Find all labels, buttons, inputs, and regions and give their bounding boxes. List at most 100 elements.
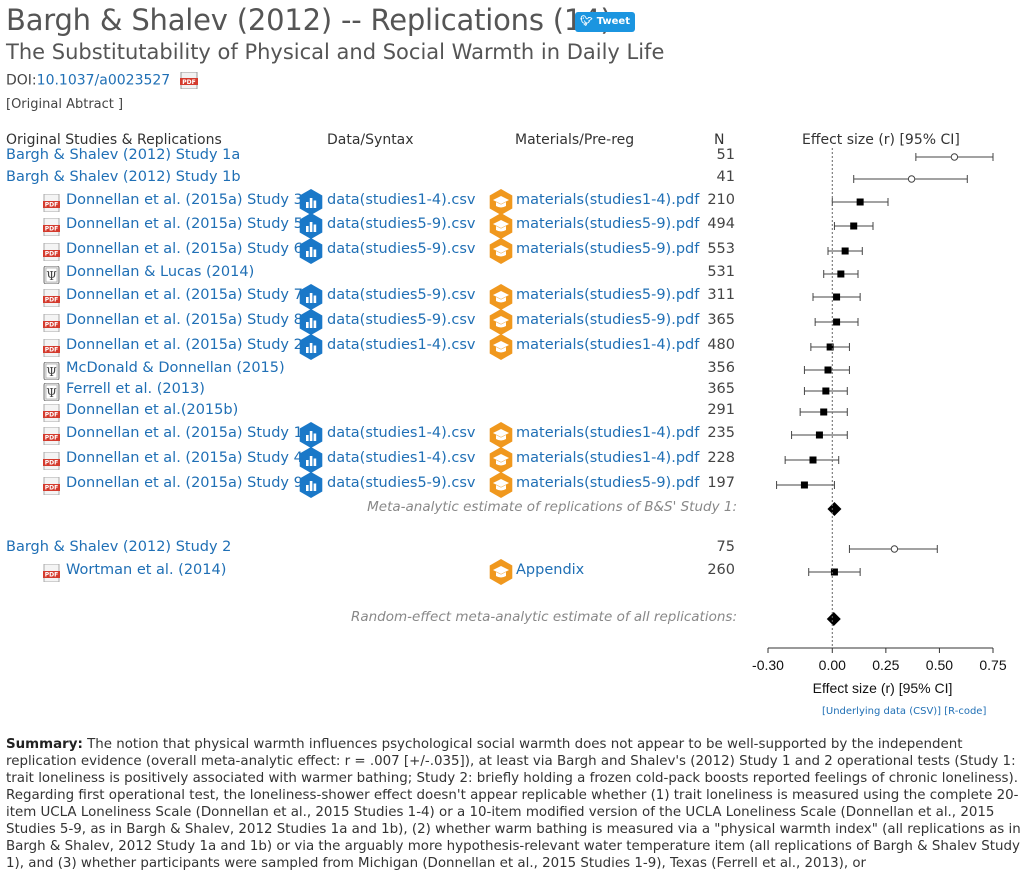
materials-icon[interactable]: [488, 422, 514, 448]
meta-analysis-label: Meta-analytic estimate of replications o…: [367, 499, 737, 515]
x-axis-label: Effect size (r) [95% CI]: [813, 680, 953, 696]
pdf-icon[interactable]: PDF: [43, 218, 60, 236]
replication-effect-point: [824, 366, 832, 374]
pdf-icon[interactable]: PDF: [43, 564, 60, 582]
pdf-icon[interactable]: PDF: [43, 427, 60, 445]
x-tick-label: 0.00: [819, 657, 846, 673]
data-file-link[interactable]: data(studies5-9).csv: [327, 475, 476, 491]
doi-link[interactable]: 10.1037/a0023527: [36, 72, 171, 89]
materials-icon[interactable]: [488, 189, 514, 215]
data-file-icon[interactable]: [298, 189, 324, 215]
data-file-link[interactable]: data(studies5-9).csv: [327, 287, 476, 303]
replication-study-link[interactable]: Donnellan & Lucas (2014): [66, 264, 255, 280]
materials-link[interactable]: materials(studies5-9).pdf: [516, 216, 700, 232]
sample-size: 291: [707, 402, 735, 418]
materials-link[interactable]: materials(studies5-9).pdf: [516, 475, 700, 491]
data-file-link[interactable]: data(studies5-9).csv: [327, 312, 476, 328]
svg-text:PDF: PDF: [45, 460, 58, 467]
materials-icon[interactable]: [488, 472, 514, 498]
data-file-link[interactable]: data(studies5-9).csv: [327, 216, 476, 232]
data-file-link[interactable]: data(studies1-4).csv: [327, 425, 476, 441]
data-file-icon[interactable]: [298, 422, 324, 448]
replication-effect-point: [833, 293, 841, 301]
materials-icon[interactable]: [488, 238, 514, 264]
svg-text:PDF: PDF: [45, 202, 58, 209]
meta-estimate-diamond: [827, 502, 842, 516]
pdf-icon[interactable]: PDF: [43, 477, 60, 495]
r-code-link[interactable]: [R-code]: [944, 706, 987, 717]
replication-effect-point: [820, 408, 828, 416]
original-study-link[interactable]: Bargh & Shalev (2012) Study 1b: [6, 169, 241, 185]
materials-link[interactable]: materials(studies1-4).pdf: [516, 337, 700, 353]
replication-study-link[interactable]: Donnellan et al. (2015a) Study 5: [66, 216, 303, 232]
psi-journal-icon[interactable]: Ψ: [43, 362, 60, 380]
replication-study-link[interactable]: Donnellan et al. (2015a) Study 2: [66, 337, 303, 353]
sample-size: 235: [707, 425, 735, 441]
materials-link[interactable]: materials(studies1-4).pdf: [516, 425, 700, 441]
materials-link[interactable]: Appendix: [516, 562, 585, 578]
pdf-icon[interactable]: PDF: [43, 314, 60, 332]
svg-text:PDF: PDF: [45, 485, 58, 492]
materials-link[interactable]: materials(studies1-4).pdf: [516, 192, 700, 208]
original-study-link[interactable]: Bargh & Shalev (2012) Study 2: [6, 539, 232, 555]
pdf-icon[interactable]: PDF: [179, 72, 198, 89]
materials-icon[interactable]: [488, 447, 514, 473]
svg-text:Ψ: Ψ: [46, 365, 57, 379]
summary-paragraph: Summary: The notion that physical warmth…: [6, 736, 1021, 872]
replication-study-link[interactable]: Donnellan et al. (2015a) Study 6: [66, 241, 303, 257]
data-file-icon[interactable]: [298, 447, 324, 473]
original-abstract-link[interactable]: [Original Abtract ]: [6, 97, 124, 112]
original-study-link[interactable]: Bargh & Shalev (2012) Study 1a: [6, 147, 241, 163]
tweet-button[interactable]: 🐦︎ Tweet: [575, 12, 635, 32]
pdf-icon[interactable]: PDF: [43, 194, 60, 212]
data-file-icon[interactable]: [298, 213, 324, 239]
data-file-icon[interactable]: [298, 309, 324, 335]
svg-text:PDF: PDF: [45, 297, 58, 304]
replication-study-link[interactable]: Donnellan et al. (2015a) Study 1: [66, 425, 303, 441]
sample-size: 51: [716, 147, 735, 163]
pdf-icon[interactable]: PDF: [43, 339, 60, 357]
data-file-icon[interactable]: [298, 334, 324, 360]
overall-meta-analysis-label: Random-effect meta-analytic estimate of …: [350, 609, 737, 625]
data-file-link[interactable]: data(studies1-4).csv: [327, 192, 476, 208]
materials-link[interactable]: materials(studies5-9).pdf: [516, 312, 700, 328]
sample-size: 41: [716, 169, 735, 185]
psi-journal-icon[interactable]: Ψ: [43, 266, 60, 284]
replication-study-link[interactable]: Donnellan et al.(2015b): [66, 402, 239, 418]
tweet-label: Tweet: [596, 16, 630, 27]
pdf-icon[interactable]: PDF: [43, 243, 60, 261]
replication-study-link[interactable]: McDonald & Donnellan (2015): [66, 360, 285, 376]
data-file-link[interactable]: data(studies1-4).csv: [327, 337, 476, 353]
replication-study-link[interactable]: Donnellan et al. (2015a) Study 9: [66, 475, 303, 491]
materials-icon[interactable]: [488, 309, 514, 335]
materials-icon[interactable]: [488, 559, 514, 585]
pdf-icon[interactable]: PDF: [43, 289, 60, 307]
data-file-icon[interactable]: [298, 238, 324, 264]
overall-estimate-diamond: [826, 612, 841, 626]
pdf-icon[interactable]: PDF: [43, 404, 60, 422]
materials-link[interactable]: materials(studies5-9).pdf: [516, 241, 700, 257]
materials-icon[interactable]: [488, 334, 514, 360]
replication-study-link[interactable]: Donnellan et al. (2015a) Study 4: [66, 450, 303, 466]
psi-journal-icon[interactable]: Ψ: [43, 383, 60, 401]
sample-size: 365: [707, 312, 735, 328]
x-tick-label: -0.30: [752, 657, 784, 673]
data-file-icon[interactable]: [298, 284, 324, 310]
materials-link[interactable]: materials(studies5-9).pdf: [516, 287, 700, 303]
replication-study-link[interactable]: Wortman et al. (2014): [66, 562, 227, 578]
underlying-data-link[interactable]: [Underlying data (CSV)]: [822, 706, 942, 717]
sample-size: 228: [707, 450, 735, 466]
replication-study-link[interactable]: Donnellan et al. (2015a) Study 3: [66, 192, 303, 208]
pdf-icon[interactable]: PDF: [43, 452, 60, 470]
replication-study-link[interactable]: Ferrell et al. (2013): [66, 381, 205, 397]
replication-study-link[interactable]: Donnellan et al. (2015a) Study 7: [66, 287, 303, 303]
materials-link[interactable]: materials(studies1-4).pdf: [516, 450, 700, 466]
materials-icon[interactable]: [488, 213, 514, 239]
data-file-link[interactable]: data(studies5-9).csv: [327, 241, 476, 257]
data-file-link[interactable]: data(studies1-4).csv: [327, 450, 476, 466]
doi-prefix: DOI:: [6, 72, 37, 89]
data-file-icon[interactable]: [298, 472, 324, 498]
materials-icon[interactable]: [488, 284, 514, 310]
replication-study-link[interactable]: Donnellan et al. (2015a) Study 8: [66, 312, 303, 328]
original-effect-point: [907, 175, 916, 183]
